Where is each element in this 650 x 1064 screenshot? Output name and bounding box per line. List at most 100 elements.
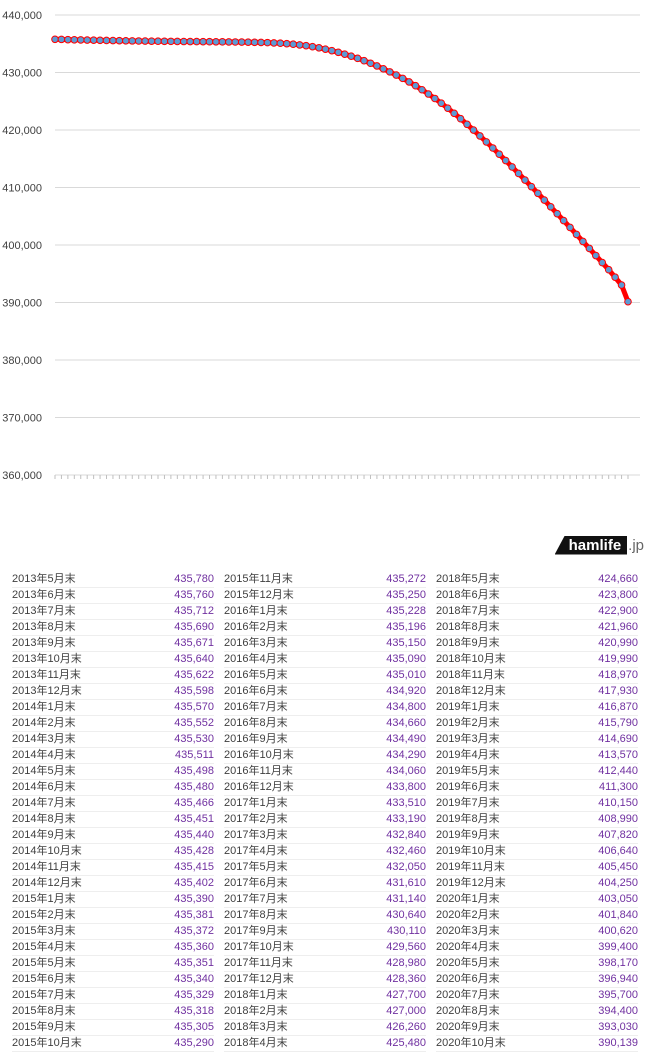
data-row: 2016年8月末 434,660 bbox=[224, 716, 426, 732]
x-tick-label: 2020年9月末 bbox=[436, 1021, 500, 1033]
x-tick-label: 2020年2月末 bbox=[436, 909, 500, 921]
data-point bbox=[424, 90, 433, 98]
data-row: 2015年1月末 435,390 bbox=[12, 892, 214, 908]
data-label: 430,110 bbox=[387, 925, 426, 937]
x-tick-label: 2014年3月末 bbox=[12, 733, 76, 745]
data-point bbox=[418, 85, 426, 94]
data-label: 435,340 bbox=[174, 973, 214, 985]
data-row: 2019年11月末 405,450 bbox=[436, 860, 638, 876]
data-point bbox=[488, 144, 497, 152]
x-tick-label: 2019年5月末 bbox=[436, 765, 500, 777]
x-tick-label: 2019年6月末 bbox=[436, 781, 500, 793]
data-point bbox=[431, 94, 439, 103]
data-point bbox=[328, 46, 336, 55]
data-point bbox=[263, 38, 272, 47]
data-row: 2018年2月末 427,000 bbox=[224, 1004, 426, 1020]
data-point bbox=[76, 36, 85, 44]
x-tick-label: 2013年9月末 bbox=[12, 637, 76, 649]
data-point bbox=[237, 38, 246, 46]
x-tick-label: 2016年8月末 bbox=[224, 717, 288, 729]
data-point bbox=[579, 237, 587, 246]
x-tick-label: 2014年8月末 bbox=[12, 813, 76, 825]
x-tick-label: 2020年5月末 bbox=[436, 957, 500, 969]
x-tick-label: 2015年6月末 bbox=[12, 973, 76, 985]
data-label: 429,560 bbox=[386, 941, 426, 953]
data-point bbox=[179, 37, 188, 46]
data-label: 415,790 bbox=[598, 717, 638, 729]
x-tick-label: 2014年12月末 bbox=[12, 877, 82, 889]
data-row: 2014年8月末 435,451 bbox=[12, 812, 214, 828]
data-point bbox=[96, 36, 104, 45]
x-tick-label: 2018年7月末 bbox=[436, 605, 500, 617]
x-tick-label: 2016年10月末 bbox=[224, 749, 294, 761]
data-row: 2017年6月末 431,610 bbox=[224, 876, 426, 892]
data-row: 2019年10月末 406,640 bbox=[436, 844, 638, 860]
data-point bbox=[392, 71, 401, 79]
data-row: 2013年9月末 435,671 bbox=[12, 636, 214, 652]
data-row: 2016年7月末 434,800 bbox=[224, 700, 426, 716]
x-tick-label: 2016年6月末 bbox=[224, 685, 288, 697]
data-label: 390,139 bbox=[598, 1037, 638, 1049]
x-tick-label: 2020年3月末 bbox=[436, 925, 500, 937]
data-point bbox=[353, 54, 362, 63]
x-tick-label: 2015年4月末 bbox=[12, 941, 76, 953]
data-row: 2013年6月末 435,760 bbox=[12, 588, 214, 604]
data-point bbox=[302, 41, 310, 50]
data-row: 2020年4月末 399,400 bbox=[436, 940, 638, 956]
x-tick-label: 2020年1月末 bbox=[436, 893, 500, 905]
data-row: 2018年6月末 423,800 bbox=[436, 588, 638, 604]
y-tick-label: 360,000 bbox=[2, 470, 42, 482]
data-row: 2018年3月末 426,260 bbox=[224, 1020, 426, 1036]
data-label: 396,940 bbox=[598, 973, 638, 985]
x-tick-label: 2019年1月末 bbox=[436, 701, 500, 713]
x-tick-label: 2013年12月末 bbox=[12, 685, 82, 697]
x-tick-label: 2018年1月末 bbox=[224, 989, 288, 1001]
data-label: 393,030 bbox=[598, 1021, 638, 1033]
data-row: 2020年7月末 395,700 bbox=[436, 988, 638, 1004]
x-tick-label: 2016年1月末 bbox=[224, 605, 288, 617]
data-label: 435,690 bbox=[174, 621, 214, 633]
data-row: 2020年5月末 398,170 bbox=[436, 956, 638, 972]
data-row: 2016年9月末 434,490 bbox=[224, 732, 426, 748]
x-tick-label: 2013年7月末 bbox=[12, 605, 76, 617]
x-tick-label: 2017年4月末 bbox=[224, 845, 288, 857]
data-point bbox=[257, 38, 265, 47]
data-label: 435,010 bbox=[386, 669, 426, 681]
data-row: 2014年10月末 435,428 bbox=[12, 844, 214, 860]
x-tick-label: 2016年9月末 bbox=[224, 733, 288, 745]
x-tick-label: 2017年12月末 bbox=[224, 973, 294, 985]
data-label: 410,150 bbox=[598, 797, 638, 809]
x-tick-label: 2019年4月末 bbox=[436, 749, 500, 761]
data-label: 432,840 bbox=[386, 829, 426, 841]
x-tick-label: 2015年12月末 bbox=[224, 589, 294, 601]
x-tick-label: 2018年12月末 bbox=[436, 685, 506, 697]
data-point bbox=[321, 45, 330, 53]
data-point bbox=[617, 281, 626, 289]
data-row: 2019年4月末 413,570 bbox=[436, 748, 638, 764]
data-label: 420,990 bbox=[598, 637, 638, 649]
data-row: 2017年5月末 432,050 bbox=[224, 860, 426, 876]
data-point bbox=[231, 38, 240, 46]
data-point bbox=[102, 36, 111, 45]
data-point bbox=[147, 37, 156, 45]
y-tick-label: 430,000 bbox=[2, 68, 42, 80]
data-point bbox=[437, 99, 446, 108]
data-label: 435,498 bbox=[174, 765, 214, 777]
data-label: 435,780 bbox=[174, 573, 214, 585]
x-tick-label: 2017年3月末 bbox=[224, 829, 288, 841]
data-point bbox=[276, 39, 285, 48]
data-row: 2015年11月末 435,272 bbox=[224, 572, 426, 588]
x-tick-label: 2015年10月末 bbox=[12, 1037, 82, 1049]
data-row: 2016年3月末 435,150 bbox=[224, 636, 426, 652]
data-row: 2016年1月末 435,228 bbox=[224, 604, 426, 620]
data-label: 435,329 bbox=[174, 989, 214, 1001]
x-tick-label: 2015年7月末 bbox=[12, 989, 76, 1001]
data-point bbox=[154, 37, 162, 46]
data-row: 2017年8月末 430,640 bbox=[224, 908, 426, 924]
x-tick-label: 2013年11月末 bbox=[12, 669, 81, 681]
data-label: 431,140 bbox=[386, 893, 426, 905]
x-tick-label: 2016年4月末 bbox=[224, 653, 288, 665]
data-label: 418,970 bbox=[598, 669, 638, 681]
data-row: 2015年2月末 435,381 bbox=[12, 908, 214, 924]
data-label: 412,440 bbox=[598, 765, 638, 777]
